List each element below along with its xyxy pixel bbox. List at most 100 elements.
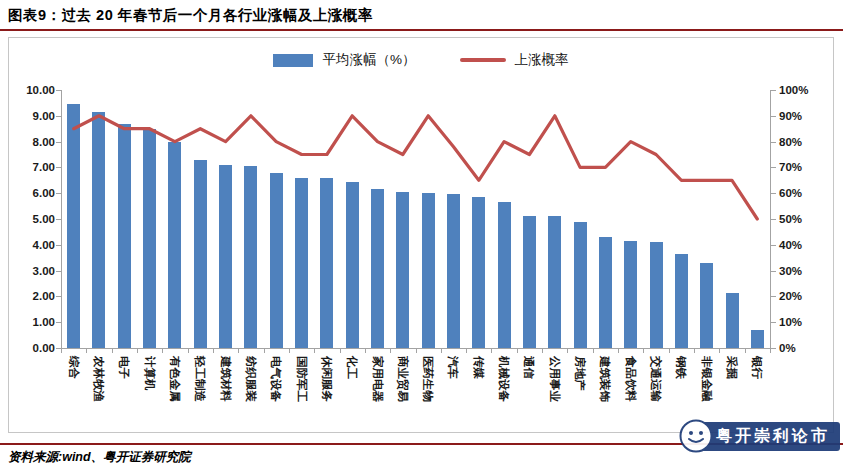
x-axis-label-非银金融: 非银金融	[701, 356, 713, 402]
x-tick	[112, 349, 113, 353]
x-tick	[618, 349, 619, 353]
watermark-logo-icon	[679, 419, 713, 453]
y-axis-label-left: 8.00	[9, 136, 55, 148]
y-axis-label-right: 20%	[779, 290, 802, 302]
y-axis-label-right: 90%	[779, 110, 802, 122]
x-axis-label-建筑材料: 建筑材料	[220, 356, 232, 402]
x-tick	[390, 349, 391, 353]
y-axis-label-right: 0%	[779, 342, 796, 354]
x-axis-label-建筑装饰: 建筑装饰	[599, 356, 611, 402]
probability-line	[61, 90, 770, 348]
x-axis-label-机械设备: 机械设备	[498, 356, 510, 402]
x-axis-label-国防军工: 国防军工	[296, 356, 308, 402]
x-tick	[542, 349, 543, 353]
y-axis-label-right: 70%	[779, 161, 802, 173]
y-tick-right	[771, 296, 776, 297]
y-axis-label-left: 6.00	[9, 187, 55, 199]
x-tick	[238, 349, 239, 353]
x-tick	[770, 349, 771, 353]
x-tick	[694, 349, 695, 353]
y-axis-label-left: 2.00	[9, 290, 55, 302]
y-axis-label-left: 0.00	[9, 342, 55, 354]
y-tick-right	[771, 245, 776, 246]
y-tick-right	[771, 322, 776, 323]
x-axis-label-钢铁: 钢铁	[675, 356, 687, 379]
x-tick	[86, 349, 87, 353]
x-axis-label-轻工制造: 轻工制造	[194, 356, 206, 402]
x-tick	[61, 349, 62, 353]
x-tick	[289, 349, 290, 353]
x-axis-label-休闲服务: 休闲服务	[321, 356, 333, 402]
y-axis-label-left: 3.00	[9, 265, 55, 277]
y-tick-right	[771, 167, 776, 168]
x-tick	[643, 349, 644, 353]
x-axis-label-食品饮料: 食品饮料	[625, 356, 637, 402]
watermark-text: 粤开崇利论市	[696, 422, 840, 451]
x-axis-label-公用事业: 公用事业	[549, 356, 561, 402]
x-tick	[441, 349, 442, 353]
y-tick-right	[771, 116, 776, 117]
y-axis-label-left: 1.00	[9, 316, 55, 328]
x-tick	[365, 349, 366, 353]
x-axis-label-通信: 通信	[523, 356, 535, 379]
x-tick	[137, 349, 138, 353]
watermark-badge: 粤开崇利论市	[679, 419, 840, 453]
x-tick	[188, 349, 189, 353]
x-tick	[745, 349, 746, 353]
y-axis-label-right: 50%	[779, 213, 802, 225]
x-axis-label-采掘: 采掘	[726, 356, 738, 379]
figure-page: 图表9：过去 20 年春节后一个月各行业涨幅及上涨概率 平均涨幅（%） 上涨概率…	[0, 0, 843, 471]
x-axis-label-医药生物: 医药生物	[422, 356, 434, 402]
plot-area: 0.00 1.00 2.00 3.00 4.00 5.00 6.00 7.00 8.00 9.00…	[9, 38, 833, 432]
x-axis-label-商业贸易: 商业贸易	[397, 356, 409, 402]
y-tick-right	[771, 348, 776, 349]
x-axis-label-电气设备: 电气设备	[270, 356, 282, 402]
y-axis-label-left: 10.00	[9, 84, 55, 96]
y-axis-label-right: 80%	[779, 136, 802, 148]
y-axis-label-left: 7.00	[9, 161, 55, 173]
x-axis-label-纺织服装: 纺织服装	[245, 356, 257, 402]
x-tick	[340, 349, 341, 353]
x-axis-label-计算机: 计算机	[144, 356, 156, 391]
source-note: 资料来源:wind、粤开证券研究院	[8, 449, 191, 466]
x-axis-label-化工: 化工	[346, 356, 358, 379]
x-axis-label-银行: 银行	[751, 356, 763, 379]
x-axis-label-综合: 综合	[68, 356, 80, 379]
y-tick-right	[771, 142, 776, 143]
x-axis-label-传媒: 传媒	[473, 356, 485, 379]
x-axis-label-家用电器: 家用电器	[372, 356, 384, 402]
x-tick	[593, 349, 594, 353]
x-tick	[567, 349, 568, 353]
x-tick	[314, 349, 315, 353]
x-tick	[719, 349, 720, 353]
chart-frame: 平均涨幅（%） 上涨概率 0.001.002.003.004.005.006.0…	[8, 37, 834, 433]
x-axis-label-农林牧渔: 农林牧渔	[93, 356, 105, 402]
x-tick	[669, 349, 670, 353]
y-axis-label-left: 9.00	[9, 110, 55, 122]
y-tick-right	[771, 90, 776, 91]
y-axis-label-right: 60%	[779, 187, 802, 199]
y-tick-right	[771, 271, 776, 272]
x-axis-label-电子: 电子	[118, 356, 130, 379]
y-tick-right	[771, 193, 776, 194]
x-axis-label-房地产: 房地产	[574, 356, 586, 391]
y-tick-right	[771, 219, 776, 220]
y-axis-label-left: 4.00	[9, 239, 55, 251]
x-tick	[213, 349, 214, 353]
x-tick	[416, 349, 417, 353]
x-axis-label-交通运输: 交通运输	[650, 356, 662, 402]
x-tick	[517, 349, 518, 353]
x-tick	[466, 349, 467, 353]
y-axis-label-right: 100%	[779, 84, 808, 96]
x-axis-label-有色金属: 有色金属	[169, 356, 181, 402]
y-axis-label-right: 30%	[779, 265, 802, 277]
title-rule	[0, 29, 843, 31]
y-axis-label-right: 10%	[779, 316, 802, 328]
x-tick	[162, 349, 163, 353]
figure-title: 图表9：过去 20 年春节后一个月各行业涨幅及上涨概率	[8, 6, 373, 25]
x-tick	[491, 349, 492, 353]
x-axis-label-汽车: 汽车	[447, 356, 459, 379]
y-axis-label-left: 5.00	[9, 213, 55, 225]
y-axis-label-right: 40%	[779, 239, 802, 251]
x-tick	[264, 349, 265, 353]
